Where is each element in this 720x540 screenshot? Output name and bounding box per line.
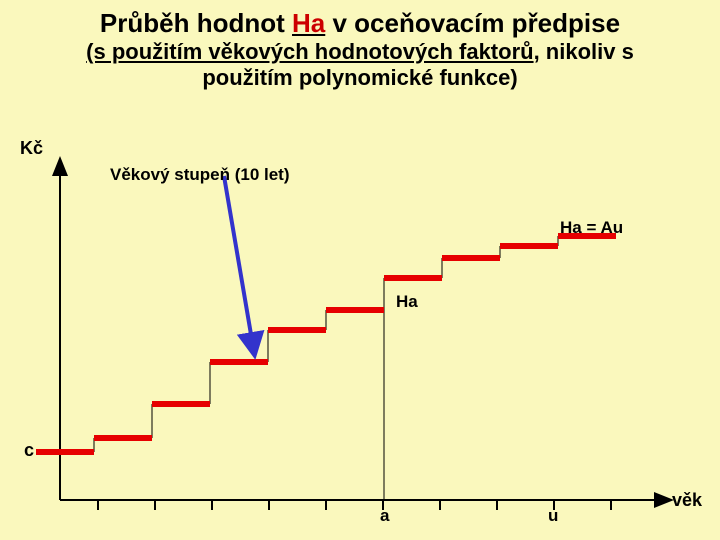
ha-label: Ha [396,292,418,312]
a-tick-label: a [380,506,389,526]
x-axis-label: věk [672,490,702,511]
slide-root: Průběh hodnot Ha v oceňovacím předpise (… [0,0,720,540]
ha-au-label: Ha = Au [560,218,623,238]
age-step-label: Věkový stupeň (10 let) [110,165,290,185]
u-tick-label: u [548,506,558,526]
y-axis-label: Kč [20,138,43,159]
step-chart [0,0,720,540]
c-label: c [24,440,34,461]
